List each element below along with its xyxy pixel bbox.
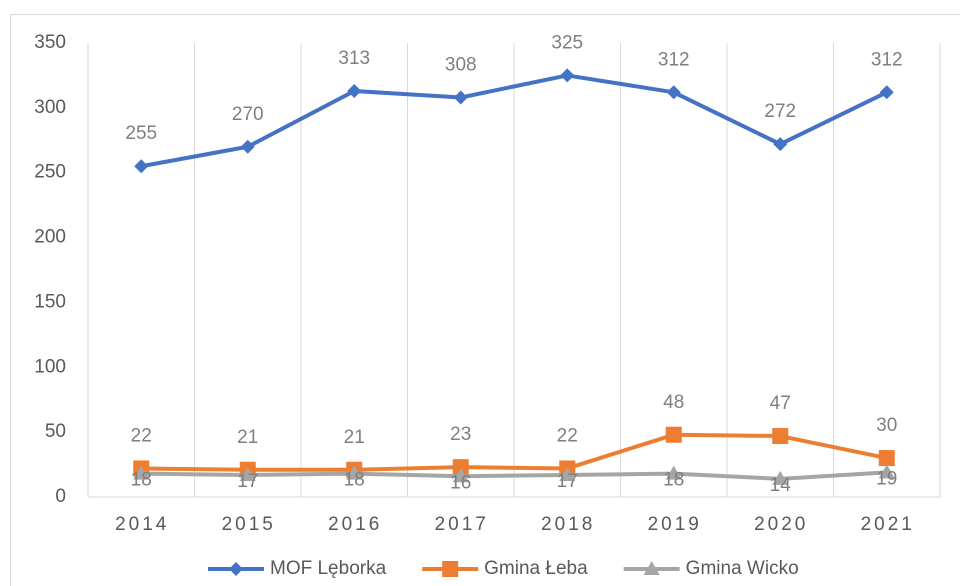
x-tick-label: 2020 [754, 514, 808, 535]
marker [879, 85, 894, 100]
data-label: 255 [125, 123, 157, 144]
data-label: 14 [770, 475, 792, 496]
series-line [141, 470, 887, 481]
marker [772, 428, 789, 445]
legend-label: Gmina Wicko [686, 558, 799, 579]
data-label: 23 [450, 424, 471, 445]
x-tick-label: 2016 [328, 514, 382, 535]
x-tick-label: 2018 [541, 514, 595, 535]
data-label: 21 [237, 427, 258, 448]
y-tick-label: 200 [34, 227, 66, 248]
marker [240, 139, 255, 154]
y-tick-label: 50 [45, 421, 66, 442]
data-label: 21 [344, 427, 365, 448]
data-label: 16 [450, 472, 471, 493]
x-tick-label: 2014 [115, 514, 169, 535]
x-tick-label: 2021 [861, 514, 915, 535]
data-label: 19 [876, 468, 897, 489]
data-label: 18 [344, 470, 365, 491]
y-tick-label: 150 [34, 291, 66, 312]
marker [643, 561, 660, 575]
marker [133, 465, 150, 480]
marker [878, 450, 895, 467]
marker [772, 470, 789, 485]
data-label: 313 [338, 48, 370, 69]
data-label: 270 [232, 104, 264, 125]
data-label: 312 [871, 49, 903, 70]
marker [347, 83, 362, 98]
marker [453, 90, 468, 105]
data-label: 308 [445, 54, 477, 75]
data-label: 17 [237, 471, 258, 492]
series-line [140, 73, 888, 169]
marker [665, 465, 682, 480]
data-label: 18 [131, 470, 152, 491]
x-tick-label: 2015 [222, 514, 276, 535]
data-label: 30 [876, 415, 897, 436]
marker [452, 468, 469, 483]
data-label: 18 [663, 470, 684, 491]
marker [229, 562, 243, 576]
marker [239, 466, 256, 481]
data-label: 325 [551, 32, 583, 53]
y-tick-label: 0 [55, 486, 66, 507]
y-tick-label: 350 [34, 32, 66, 53]
y-tick-label: 250 [34, 162, 66, 183]
data-label: 312 [658, 49, 690, 70]
legend-label: Gmina Łeba [484, 558, 588, 579]
data-label: 272 [764, 101, 796, 122]
x-tick-label: 2019 [648, 514, 702, 535]
marker [442, 561, 459, 577]
x-tick-label: 2017 [435, 514, 489, 535]
series-line [141, 432, 888, 472]
legend-label: MOF Lęborka [270, 558, 387, 579]
y-tick-label: 300 [34, 97, 66, 118]
marker [559, 466, 576, 481]
chart-border [10, 14, 960, 586]
data-label: 17 [557, 471, 578, 492]
marker [346, 465, 363, 480]
marker [666, 85, 681, 100]
marker [452, 459, 469, 476]
marker [665, 426, 682, 443]
data-label: 47 [770, 393, 791, 414]
data-label: 22 [131, 425, 152, 446]
marker [134, 159, 149, 174]
marker [560, 68, 575, 83]
data-label: 22 [557, 425, 578, 446]
data-label: 48 [663, 392, 684, 413]
marker [878, 464, 895, 479]
marker [773, 137, 788, 152]
y-tick-label: 100 [34, 356, 66, 377]
